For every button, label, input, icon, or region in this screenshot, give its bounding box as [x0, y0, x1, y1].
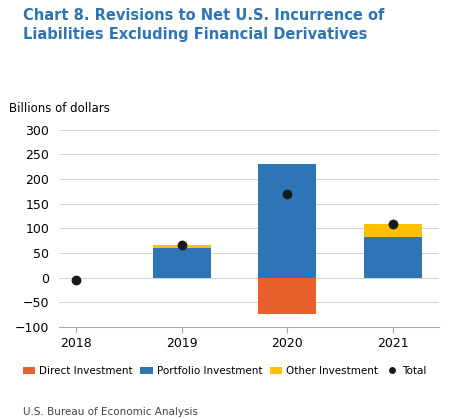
- Point: [72, 277, 80, 283]
- Bar: [364, 224, 422, 237]
- Text: Chart 8. Revisions to Net U.S. Incurrence of
Liabilities Excluding Financial Der: Chart 8. Revisions to Net U.S. Incurrenc…: [23, 8, 384, 42]
- Text: Billions of dollars: Billions of dollars: [10, 102, 110, 115]
- Point: [178, 242, 185, 249]
- Point: [390, 221, 397, 228]
- Bar: [153, 248, 211, 251]
- Bar: [258, 164, 317, 277]
- Text: U.S. Bureau of Economic Analysis: U.S. Bureau of Economic Analysis: [23, 407, 198, 417]
- Bar: [153, 251, 211, 277]
- Bar: [364, 237, 422, 277]
- Bar: [153, 246, 211, 248]
- Bar: [153, 275, 211, 277]
- Legend: Direct Investment, Portfolio Investment, Other Investment, Total: Direct Investment, Portfolio Investment,…: [19, 362, 431, 380]
- Bar: [258, 277, 317, 315]
- Bar: [153, 248, 211, 275]
- Point: [284, 190, 291, 197]
